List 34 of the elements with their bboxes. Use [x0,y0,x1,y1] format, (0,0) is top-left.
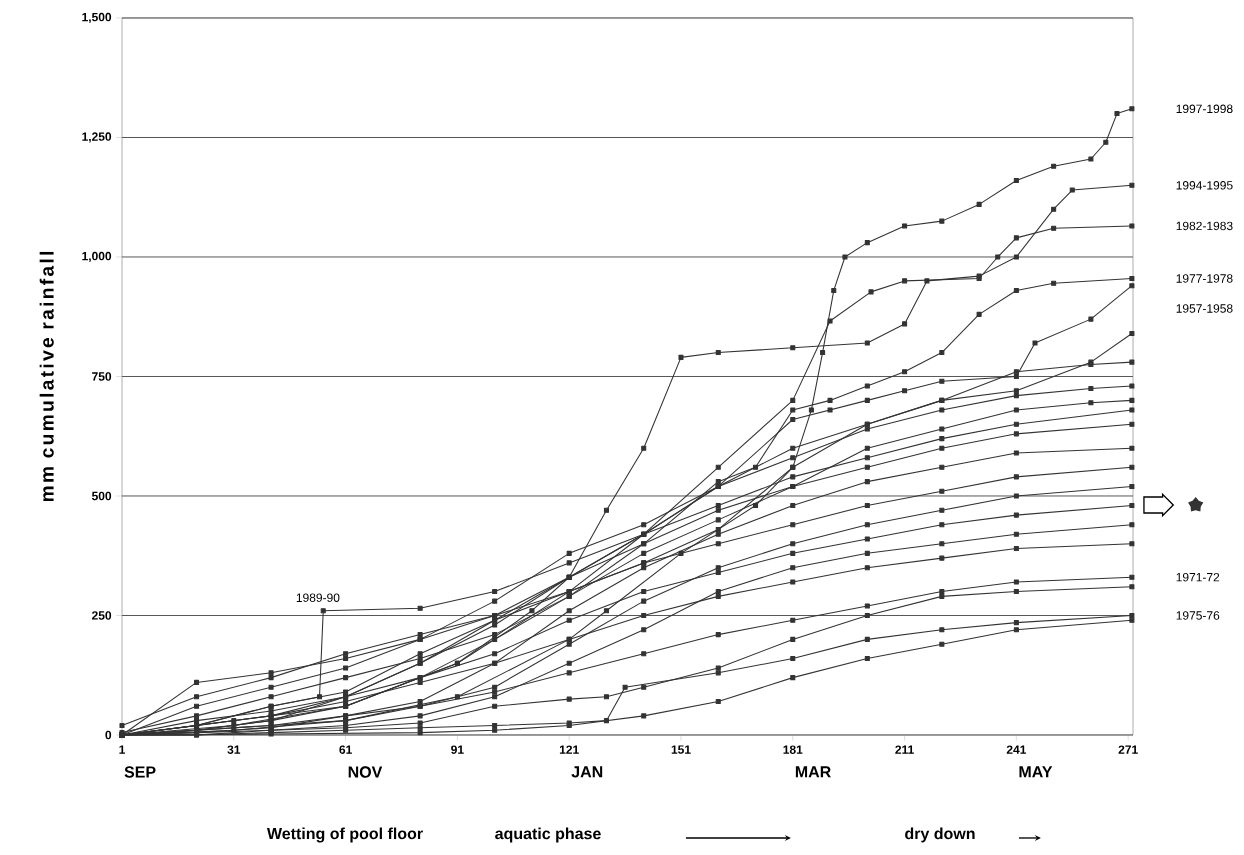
x-tick-label: 211 [895,745,914,754]
text: MAY [1019,766,1053,778]
x-tick-label: 151 [671,745,691,754]
text: 1997-1998 [1176,104,1233,114]
x-tick-label: 241 [1006,745,1027,754]
text: Wetting of pool floor [266,827,423,843]
annotation: 1989-90 [296,593,340,602]
text: 1977-1978 [1176,274,1233,283]
text: 1975-76 [1176,611,1220,620]
text: MAR [795,766,831,778]
y-tick-label: 1,000 [82,251,112,263]
x-tick-label: 1 [119,745,126,754]
y-tick-label: 500 [91,491,112,501]
x-tick-label: 91 [451,745,464,754]
text: 1982-1983 [1176,221,1233,231]
x-tick-label: 31 [227,745,241,754]
text: SEP [124,766,156,778]
x-tick-label: 271 [1118,745,1138,754]
text: 1957-1958 [1176,304,1233,313]
text: aquatic phase [495,827,601,843]
text: 1971-72 [1176,572,1220,582]
text: dry down [905,827,975,843]
y-tick-label: 750 [92,372,112,381]
y-axis-title: mm cumulative rainfall [39,251,54,502]
x-tick-label: 61 [339,745,352,754]
y-tick-label: 250 [92,611,112,620]
y-tick-label: 1,500 [82,12,112,24]
text: JAN [571,766,603,778]
x-tick-label: 181 [783,745,803,754]
x-tick-label: 121 [559,745,579,754]
text: NOV [348,766,383,778]
y-tick-label: 0 [105,730,112,740]
text: 1994-1995 [1176,181,1233,190]
y-tick-label: 1,250 [82,132,112,143]
